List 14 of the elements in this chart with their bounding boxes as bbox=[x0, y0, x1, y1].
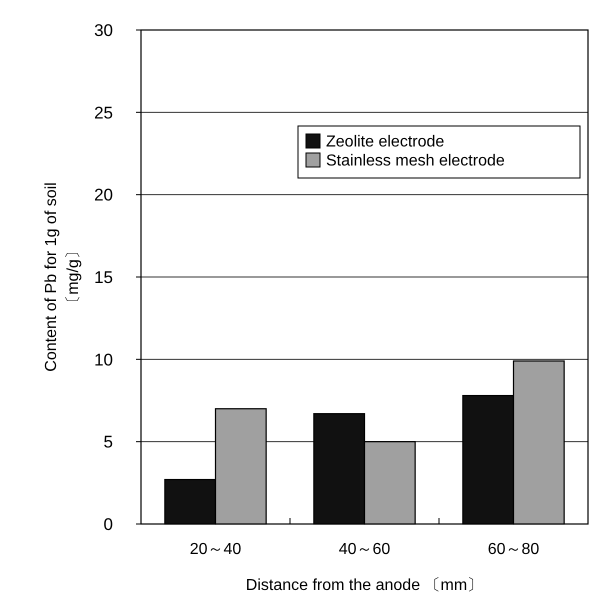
y-tick-label: 25 bbox=[94, 103, 113, 122]
y-tick-label: 0 bbox=[104, 514, 113, 534]
y-tick-label: 5 bbox=[104, 432, 113, 452]
legend-label: Stainless mesh electrode bbox=[326, 152, 505, 170]
legend-label: Zeolite electrode bbox=[326, 134, 444, 151]
y-tick-label: 10 bbox=[94, 350, 113, 370]
x-tick-label: 60～80 bbox=[488, 541, 540, 558]
x-tick-label: 40～60 bbox=[338, 541, 390, 558]
y-tick-label: 15 bbox=[94, 268, 113, 287]
y-tick-label: 30 bbox=[94, 20, 113, 40]
x-tick-label: 20～40 bbox=[190, 541, 242, 558]
y-axis-title: Content of Pb for 1g of soil 〔mg/g〕 bbox=[43, 182, 82, 372]
x-axis-title: Distance from the anode 〔mm〕 bbox=[246, 577, 484, 594]
y-tick-label: 20 bbox=[94, 186, 113, 205]
